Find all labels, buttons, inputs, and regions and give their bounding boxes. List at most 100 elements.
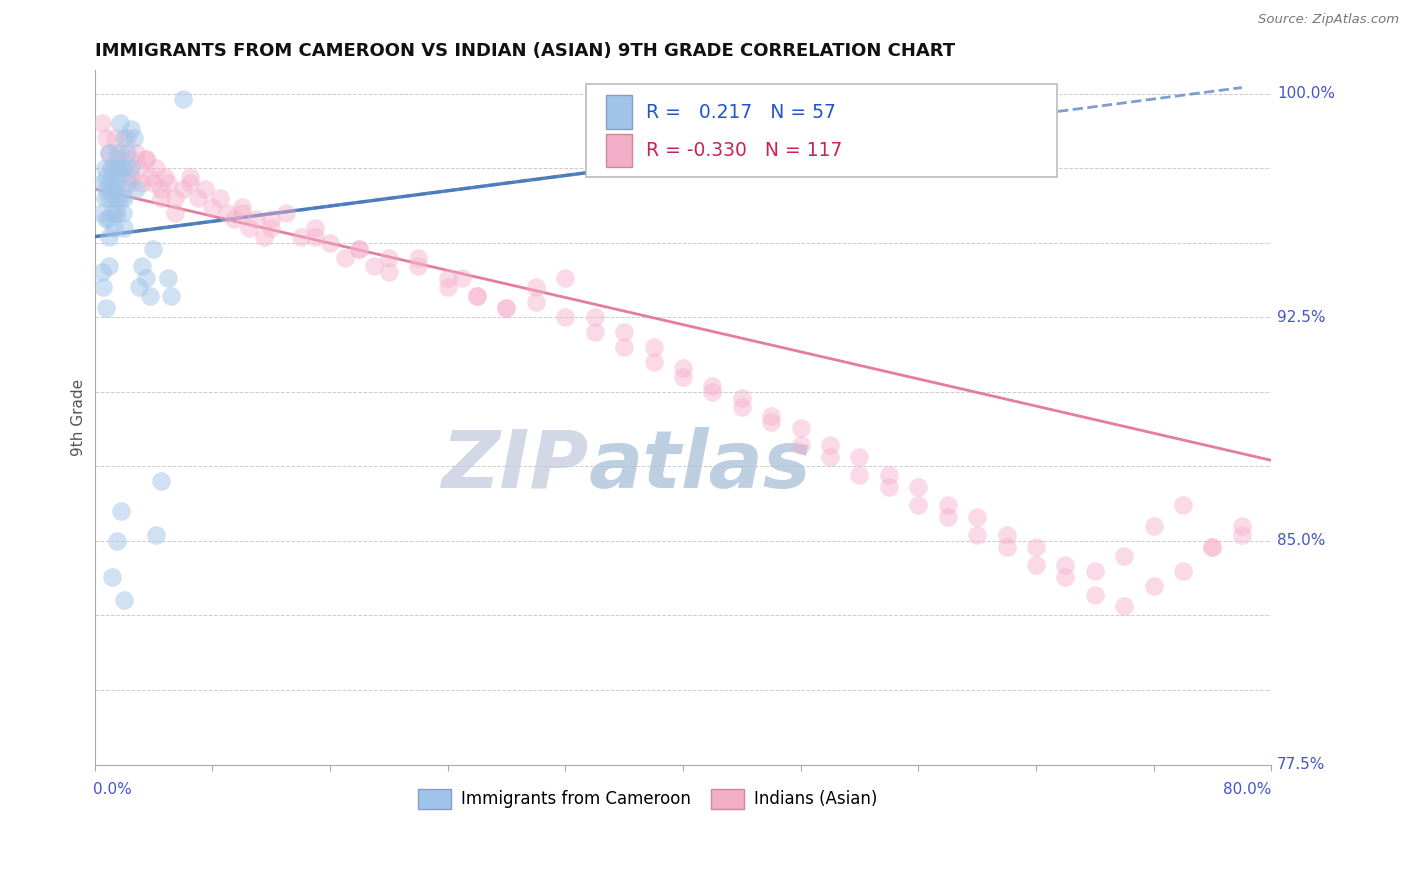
Point: [554, 271, 576, 285]
Point: [96, 182, 118, 196]
Point: [260, 211, 283, 226]
Point: [613, 325, 636, 339]
Point: [1230, 519, 1253, 533]
Point: [105, 206, 128, 220]
Point: [90, 206, 112, 220]
Point: [98, 176, 121, 190]
Point: [672, 369, 695, 384]
Point: [128, 280, 150, 294]
Point: [363, 260, 385, 274]
Point: [731, 400, 754, 414]
Point: [120, 176, 142, 190]
Text: Source: ZipAtlas.com: Source: ZipAtlas.com: [1258, 13, 1399, 27]
Point: [98, 211, 121, 226]
Point: [1230, 528, 1253, 542]
Text: 92.5%: 92.5%: [1277, 310, 1326, 325]
Legend: Immigrants from Cameroon, Indians (Asian): Immigrants from Cameroon, Indians (Asian…: [411, 782, 884, 815]
Point: [100, 161, 122, 175]
Point: [145, 528, 167, 542]
Point: [224, 211, 246, 226]
Point: [104, 131, 127, 145]
Point: [238, 220, 260, 235]
Point: [103, 191, 125, 205]
Point: [153, 169, 176, 184]
Point: [877, 468, 900, 483]
Text: ZIP: ZIP: [441, 426, 589, 505]
Point: [104, 176, 127, 190]
Point: [96, 301, 118, 316]
Point: [101, 206, 124, 220]
FancyBboxPatch shape: [586, 84, 1057, 178]
Point: [436, 271, 458, 285]
Point: [93, 280, 115, 294]
Text: 77.5%: 77.5%: [1277, 757, 1326, 772]
Point: [349, 242, 371, 256]
Point: [1143, 578, 1166, 592]
Point: [208, 191, 231, 205]
Point: [135, 152, 157, 166]
Point: [848, 450, 870, 465]
Point: [101, 182, 124, 196]
Point: [643, 355, 665, 369]
Point: [877, 480, 900, 494]
Point: [120, 169, 142, 184]
Point: [172, 182, 194, 196]
Point: [112, 131, 135, 145]
Point: [1054, 569, 1077, 583]
Point: [304, 220, 326, 235]
Point: [1171, 498, 1194, 512]
Point: [120, 122, 142, 136]
Point: [1084, 588, 1107, 602]
Text: 85.0%: 85.0%: [1277, 533, 1326, 549]
Point: [115, 146, 138, 161]
Point: [260, 220, 283, 235]
Point: [149, 182, 172, 196]
Point: [761, 409, 783, 423]
Point: [105, 146, 128, 161]
Text: R =   0.217   N = 57: R = 0.217 N = 57: [647, 103, 837, 121]
Point: [848, 468, 870, 483]
Point: [96, 131, 118, 145]
Point: [110, 161, 132, 175]
Point: [120, 161, 142, 175]
Point: [231, 206, 253, 220]
Text: 0.0%: 0.0%: [93, 782, 132, 797]
Point: [304, 229, 326, 244]
Point: [1025, 558, 1047, 572]
Point: [103, 161, 125, 175]
Point: [1114, 549, 1136, 563]
Point: [90, 265, 112, 279]
Point: [165, 191, 187, 205]
Point: [702, 384, 724, 399]
Point: [1114, 599, 1136, 614]
Point: [160, 289, 183, 303]
Point: [194, 182, 217, 196]
Point: [290, 229, 312, 244]
Point: [186, 191, 208, 205]
Point: [145, 161, 167, 175]
Point: [115, 131, 138, 145]
Point: [139, 289, 162, 303]
Point: [995, 540, 1018, 554]
Bar: [606, 95, 633, 128]
Text: IMMIGRANTS FROM CAMEROON VS INDIAN (ASIAN) 9TH GRADE CORRELATION CHART: IMMIGRANTS FROM CAMEROON VS INDIAN (ASIA…: [94, 42, 955, 60]
Point: [319, 235, 342, 250]
Point: [105, 176, 128, 190]
Point: [98, 229, 121, 244]
Text: 80.0%: 80.0%: [1223, 782, 1271, 797]
Point: [349, 242, 371, 256]
Point: [125, 182, 148, 196]
Point: [1084, 564, 1107, 578]
Point: [465, 289, 488, 303]
Text: atlas: atlas: [589, 426, 811, 505]
Point: [115, 176, 138, 190]
Point: [377, 251, 399, 265]
Point: [105, 152, 128, 166]
Point: [94, 161, 117, 175]
Point: [995, 528, 1018, 542]
Point: [1171, 564, 1194, 578]
Y-axis label: 9th Grade: 9th Grade: [72, 378, 86, 456]
Point: [165, 206, 187, 220]
Point: [149, 474, 172, 488]
Point: [98, 191, 121, 205]
